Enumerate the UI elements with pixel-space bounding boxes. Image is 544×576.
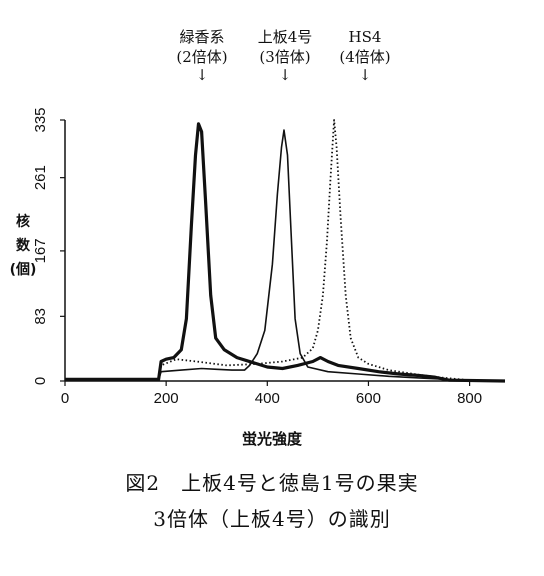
peak-annotation-kamiita: 上板4号 (3倍体) ↓: [246, 27, 324, 83]
y-tick-label: 261: [32, 165, 49, 190]
axes: 0 200 400 600 800 0 83 167 261 335: [32, 107, 505, 407]
peak-label-name: 上板4号: [257, 28, 313, 46]
peak-annotation-green: 緑香系 (2倍体) ↓: [167, 27, 237, 83]
down-arrow-icon: ↓: [278, 66, 292, 84]
y-axis-label: 核 数 (個): [8, 210, 38, 282]
x-tick-label: 800: [457, 390, 482, 407]
series-layer: [65, 119, 506, 383]
series-line-thin: [157, 129, 506, 382]
y-axis-label-line: 核: [16, 214, 30, 230]
y-tick-label: 335: [32, 107, 49, 132]
down-arrow-icon: ↓: [195, 66, 209, 84]
x-axis-label: 蛍光強度: [241, 430, 302, 448]
y-tick-label: 0: [32, 377, 49, 385]
x-tick-label: 600: [356, 390, 381, 407]
x-tick-label: 0: [61, 390, 69, 407]
y-tick-label: 167: [32, 238, 49, 263]
figure-caption-line2: 3倍体（上板4号）の識別: [153, 507, 391, 531]
x-tick-label: 400: [255, 390, 280, 407]
peak-label-name: 緑香系: [179, 28, 225, 46]
y-axis-label-line: (個): [9, 262, 37, 278]
peak-annotation-hs4: HS4 (4倍体) ↓: [326, 27, 404, 83]
peak-label-ploidy: (4倍体): [339, 48, 391, 66]
peak-label-ploidy: (3倍体): [259, 48, 311, 66]
figure-caption-line1: 図2 上板4号と徳島1号の果実: [125, 471, 419, 495]
series-line-dotted: [157, 119, 506, 382]
x-tick-label: 200: [154, 390, 179, 407]
peak-label-name: HS4: [348, 28, 382, 46]
down-arrow-icon: ↓: [358, 66, 372, 84]
series-line-thick: [65, 122, 506, 383]
peak-label-ploidy: (2倍体): [176, 48, 228, 66]
y-axis-label-line: 数: [16, 238, 30, 254]
y-tick-label: 83: [32, 308, 49, 325]
histogram-chart: 0 200 400 600 800 0 83 167 261 335: [32, 107, 506, 407]
